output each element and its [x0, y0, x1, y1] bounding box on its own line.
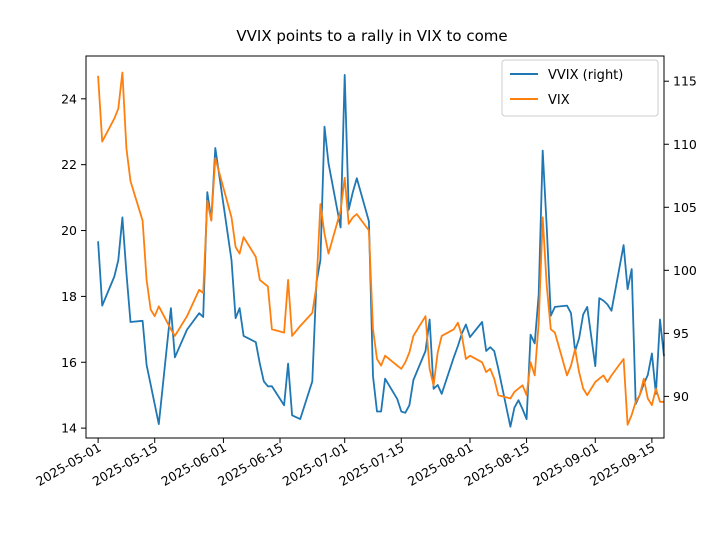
legend-label: VVIX (right) — [548, 68, 623, 83]
right-y-tick-label: 105 — [673, 200, 697, 215]
plot-frame — [85, 55, 665, 439]
left-y-tick-label: 22 — [61, 157, 77, 172]
left-y-tick-label: 18 — [61, 289, 77, 304]
right-y-tick-label: 110 — [673, 137, 697, 152]
right-y-tick-label: 90 — [673, 389, 689, 404]
left-y-tick-label: 14 — [61, 421, 77, 436]
left-y-tick-label: 20 — [61, 223, 77, 238]
right-y-tick-label: 100 — [673, 263, 697, 278]
right-y-tick-label: 115 — [673, 74, 697, 89]
right-y-tick-label: 95 — [673, 326, 689, 341]
left-y-tick-label: 24 — [61, 91, 77, 106]
left-y-tick-label: 16 — [61, 355, 77, 370]
series-line-vix — [97, 71, 664, 426]
legend: VVIX (right) VIX — [501, 59, 659, 117]
legend-label: VIX — [548, 93, 570, 108]
chart-title: VVIX points to a rally in VIX to come — [236, 27, 507, 45]
plot-area — [97, 71, 665, 428]
legend-box — [501, 59, 659, 117]
